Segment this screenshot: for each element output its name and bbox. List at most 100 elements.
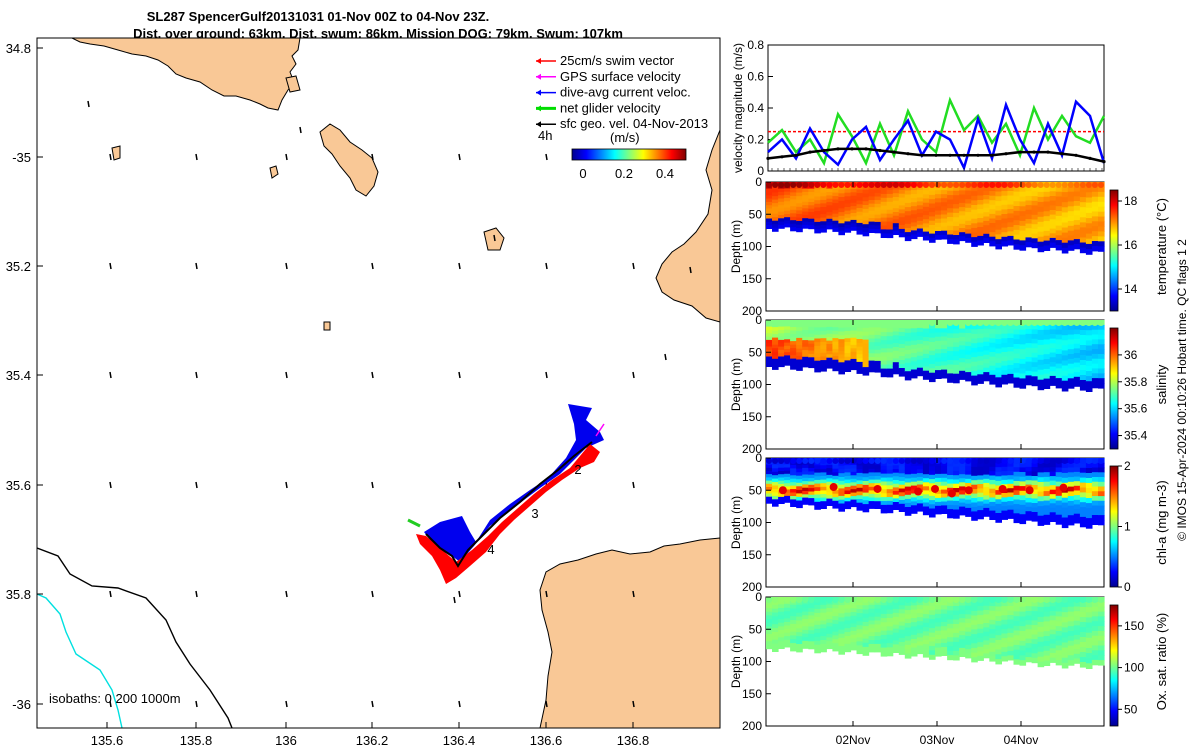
- section-cell: [784, 329, 791, 334]
- section-cell: [856, 499, 864, 504]
- section-cell: [862, 231, 870, 237]
- section-cell: [1067, 378, 1075, 384]
- section-cell: [1031, 210, 1039, 216]
- section-cell: [1043, 650, 1051, 657]
- section-cell: [796, 604, 803, 610]
- section-cell: [1085, 187, 1093, 193]
- section-cell: [922, 639, 930, 645]
- surface-sample-dot: [880, 182, 887, 188]
- section-cell: [790, 482, 797, 487]
- section-cell: [1098, 383, 1105, 389]
- colorbar-tick-label: 0: [1124, 580, 1131, 594]
- section-cell: [868, 360, 876, 365]
- section-cell: [1019, 245, 1027, 251]
- surface-sample-dot: [989, 182, 996, 188]
- section-cell: [802, 640, 809, 646]
- section-cell: [929, 508, 936, 514]
- section-cell: [989, 510, 996, 516]
- section-cell: [856, 222, 864, 228]
- section-cell: [1037, 191, 1045, 198]
- section-cell: [898, 336, 906, 341]
- section-cell: [983, 350, 990, 356]
- section-cell: [808, 360, 815, 365]
- section-cell: [862, 224, 870, 229]
- section-cell: [971, 506, 978, 512]
- section-cell: [1067, 211, 1075, 217]
- section-cell: [784, 499, 791, 503]
- section-cell: [802, 214, 809, 219]
- section-cell: [965, 462, 972, 467]
- section-cell: [856, 204, 864, 209]
- section-cell: [838, 189, 845, 194]
- section-cell: [838, 613, 845, 618]
- section-cell: [802, 491, 809, 495]
- section-cell: [868, 200, 876, 205]
- section-cell: [1073, 630, 1081, 636]
- surface-sample-dot: [772, 320, 779, 326]
- section-cell: [832, 620, 839, 625]
- section-cell: [1079, 467, 1087, 474]
- section-cell: [880, 508, 888, 514]
- surface-sample-dot: [820, 320, 827, 326]
- section-cell: [910, 477, 918, 483]
- section-cell: [1001, 347, 1008, 353]
- section-cell: [850, 202, 858, 207]
- section-cell: [802, 224, 809, 229]
- section-cell: [1013, 367, 1021, 374]
- section-cell: [874, 600, 882, 606]
- section-cell: [886, 225, 894, 231]
- section-cell: [995, 639, 1002, 646]
- section-cell: [778, 467, 785, 472]
- section-cell: [1085, 365, 1093, 372]
- geo-vector-arrow: [371, 153, 374, 161]
- legend-label: 25cm/s swim vector: [560, 53, 675, 68]
- section-cell: [850, 355, 858, 360]
- section-cell: [1085, 192, 1093, 199]
- section-cell: [1061, 385, 1069, 392]
- section-cell: [977, 628, 984, 634]
- section-cell: [1073, 357, 1081, 364]
- section-cell: [953, 646, 960, 652]
- section-cell: [941, 638, 948, 644]
- section-cell: [977, 497, 984, 502]
- section-cell: [880, 504, 888, 510]
- section-cell: [772, 344, 779, 349]
- section-cell: [1055, 510, 1063, 516]
- surface-sample-dot: [1013, 458, 1020, 464]
- section-cell: [844, 349, 852, 354]
- section-cell: [1037, 501, 1045, 507]
- section-cell: [983, 372, 990, 377]
- section-cell: [868, 221, 876, 226]
- section-cell: [916, 499, 924, 505]
- dive-avg-current-swath: [424, 404, 604, 562]
- section-cell: [880, 352, 888, 357]
- section-cell: [784, 188, 791, 193]
- section-cell: [1043, 505, 1051, 511]
- section-cell: [856, 354, 864, 359]
- section-cell: [977, 637, 984, 643]
- section-cell: [1031, 366, 1039, 373]
- section-cell: [989, 186, 996, 192]
- section-cell: [802, 336, 809, 341]
- section-cell: [904, 507, 912, 512]
- section-cell: [886, 613, 894, 619]
- section-cell: [802, 211, 809, 216]
- section-cell: [1043, 186, 1051, 193]
- section-cell: [977, 610, 984, 616]
- surface-sample-dot: [844, 320, 851, 326]
- section-cell: [1037, 621, 1045, 628]
- velocity-point: [864, 147, 868, 151]
- section-cell: [1019, 616, 1027, 622]
- section-cell: [959, 207, 966, 212]
- section-cell: [1085, 381, 1093, 387]
- section-cell: [856, 609, 864, 614]
- section-cell: [886, 651, 894, 657]
- section-cell: [772, 362, 779, 367]
- section-cell: [1043, 616, 1051, 622]
- section-cell: [886, 500, 894, 506]
- section-cell: [983, 491, 990, 496]
- section-cell: [1001, 606, 1008, 612]
- section-cell: [838, 499, 845, 505]
- section-cell: [874, 636, 882, 641]
- section-cell: [802, 497, 809, 502]
